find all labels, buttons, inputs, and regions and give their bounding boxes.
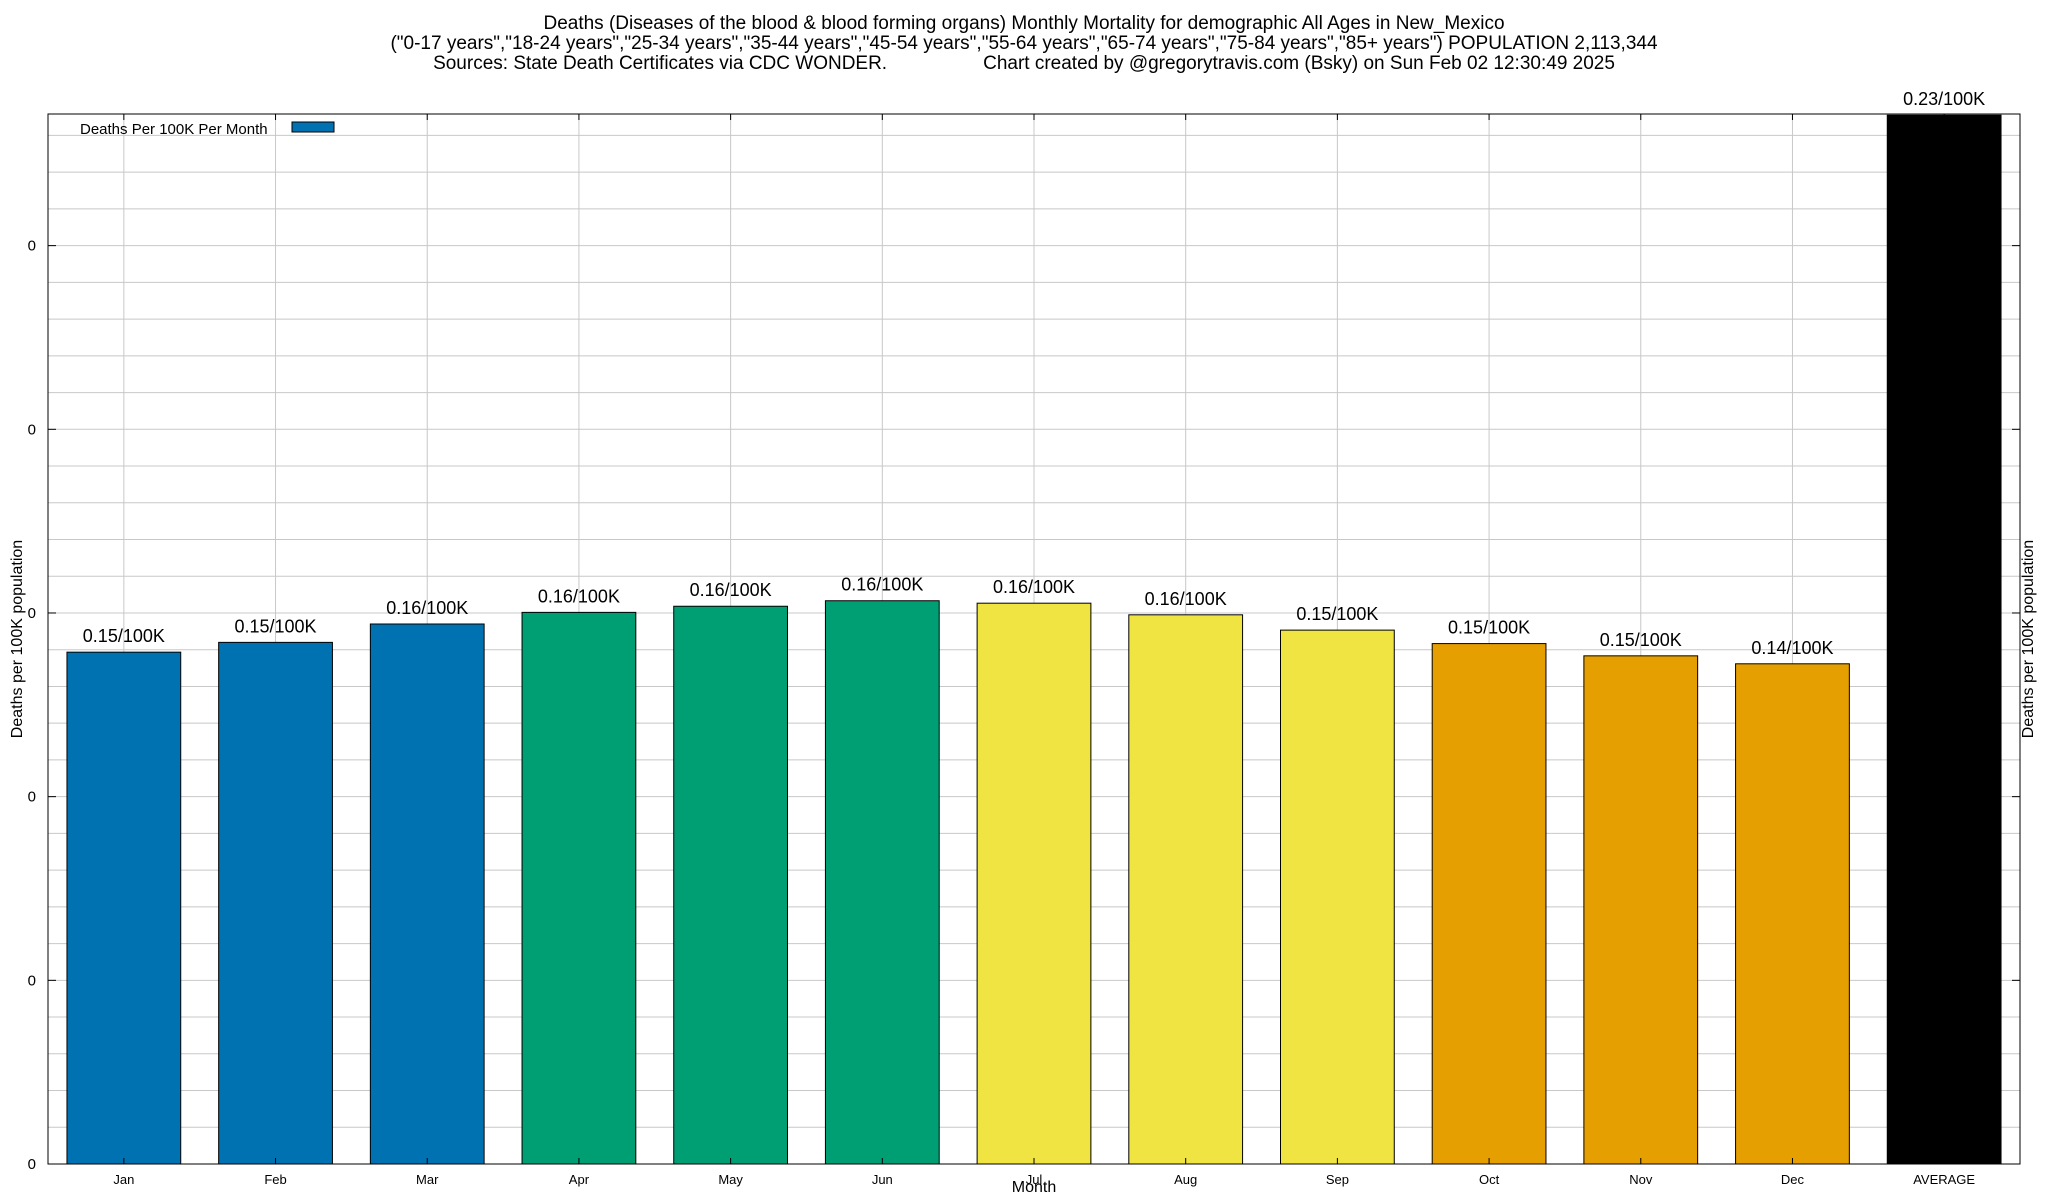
axes: 0 0 0 0 0 0 Month Deaths per 100K population Dea… [9, 113, 2037, 1196]
x-tick-label-may: May [718, 1172, 743, 1187]
value-labels: 0.15/100K Jan 0.15/100K Feb 0.16/100K Mar 0.16… [83, 89, 1985, 1187]
chart-credit: Chart created by @gregorytravis.com (Bsk… [983, 53, 1615, 74]
value-label-feb: 0.15/100K [234, 616, 316, 636]
x-tick-label-sep: Sep [1326, 1172, 1349, 1187]
bar-jun [824, 600, 940, 1165]
bar-mar [369, 623, 485, 1165]
value-label-sep: 0.15/100K [1296, 604, 1378, 624]
x-tick-label-jun: Jun [872, 1172, 893, 1187]
chart-subtitle: ("0-17 years","18-24 years","25-34 years… [390, 33, 1658, 54]
chart-title: Deaths (Diseases of the blood & blood fo… [543, 13, 1505, 34]
x-tick-label-nov: Nov [1629, 1172, 1653, 1187]
x-tick-label-dec: Dec [1781, 1172, 1805, 1187]
value-label-jan: 0.15/100K [83, 626, 165, 646]
legend-swatch [291, 121, 335, 133]
y-tick-label: 0 [28, 605, 36, 622]
bar-jul [976, 602, 1092, 1165]
y-tick-label: 0 [28, 421, 36, 438]
y-tick-label: 0 [28, 972, 36, 989]
x-tick-label-aug: Aug [1174, 1172, 1197, 1187]
value-label-nov: 0.15/100K [1600, 630, 1682, 650]
value-label-oct: 0.15/100K [1448, 618, 1530, 638]
bar-average [1886, 114, 2002, 1165]
value-label-jun: 0.16/100K [841, 575, 923, 595]
legend: Deaths Per 100K Per Month [80, 121, 335, 138]
x-tick-label-feb: Feb [264, 1172, 286, 1187]
bar-jan [66, 651, 182, 1165]
x-tick-label-jul: Jul [1026, 1172, 1043, 1187]
legend-label: Deaths Per 100K Per Month [80, 121, 268, 138]
y-tick-label: 0 [28, 789, 36, 806]
bar-sep [1280, 629, 1395, 1165]
value-label-jul: 0.16/100K [993, 577, 1075, 597]
bars [66, 114, 2002, 1165]
value-label-average: 0.23/100K [1903, 89, 1985, 109]
bar-aug [1128, 614, 1244, 1165]
value-label-mar: 0.16/100K [386, 598, 468, 618]
value-label-aug: 0.16/100K [1145, 589, 1227, 609]
bar-feb [218, 641, 333, 1165]
x-tick-label-oct: Oct [1479, 1172, 1500, 1187]
bar-nov [1583, 655, 1699, 1165]
y-tick-label: 0 [28, 238, 36, 255]
chart-sources: Sources: State Death Certificates via CD… [433, 53, 888, 74]
x-tick-label-jan: Jan [113, 1172, 134, 1187]
x-tick-label-average: AVERAGE [1913, 1172, 1975, 1187]
chart-source-line: Sources: State Death Certificates via CD… [0, 54, 2048, 74]
y-axis-title: Deaths per 100K population [9, 540, 26, 738]
y2-axis-title: Deaths per 100K population [2020, 540, 2037, 738]
x-tick-label-apr: Apr [569, 1172, 590, 1187]
plot-frame [47, 113, 2021, 1165]
value-label-dec: 0.14/100K [1751, 638, 1833, 658]
x-tick-label-mar: Mar [416, 1172, 439, 1187]
value-label-apr: 0.16/100K [538, 586, 620, 606]
value-label-may: 0.16/100K [690, 580, 772, 600]
bar-dec [1735, 663, 1850, 1165]
y-tick-label: 0 [28, 1156, 36, 1173]
chart-title-block: Deaths (Diseases of the blood & blood fo… [0, 14, 2048, 74]
x-axis-title: Month [1012, 1179, 1056, 1196]
bar-oct [1431, 643, 1547, 1165]
bar-may [673, 605, 789, 1165]
bar-apr [521, 611, 637, 1165]
